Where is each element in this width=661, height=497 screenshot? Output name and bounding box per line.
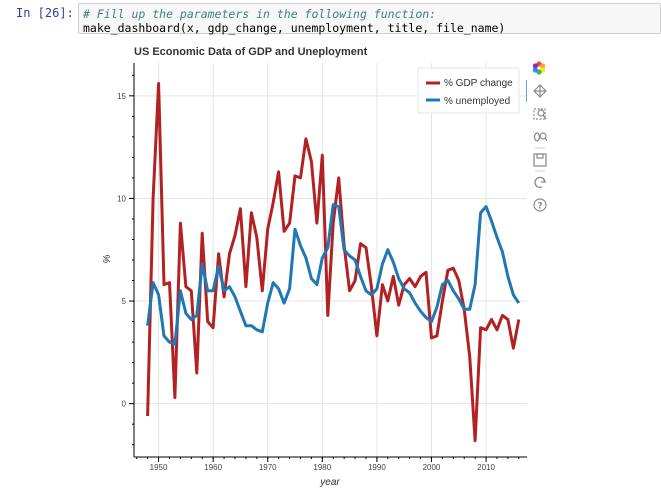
series-line-unemployed bbox=[146, 203, 521, 346]
y-axis-label: % bbox=[102, 254, 113, 263]
chart-title: US Economic Data of GDP and Uneployment bbox=[134, 46, 368, 58]
code-line: make_dashboard(x, gdp_change, unemployme… bbox=[83, 21, 506, 35]
plot-toolbar: ? bbox=[532, 61, 548, 212]
pan-icon[interactable] bbox=[533, 84, 547, 98]
box-zoom-icon[interactable] bbox=[533, 108, 547, 120]
code-cell-input[interactable]: # Fill up the parameters in the followin… bbox=[78, 3, 661, 35]
x-axis-label: year bbox=[319, 477, 340, 488]
x-tick-label: 1980 bbox=[313, 463, 331, 472]
reset-icon[interactable] bbox=[534, 176, 547, 189]
series-line-gdp-change bbox=[146, 82, 521, 443]
wheel-zoom-icon[interactable] bbox=[533, 132, 548, 142]
cell-prompt: In [26]: bbox=[16, 6, 74, 20]
x-tick-label: 2000 bbox=[423, 463, 441, 472]
x-tick-label: 1950 bbox=[150, 463, 168, 472]
bokeh-logo-icon[interactable] bbox=[532, 61, 546, 75]
y-tick-label: 10 bbox=[117, 194, 126, 203]
x-tick-label: 2010 bbox=[477, 463, 495, 472]
series-lines bbox=[146, 82, 521, 443]
legend-box bbox=[417, 67, 520, 114]
y-axis-ticks: 0 5 10 15 bbox=[117, 74, 134, 446]
x-gridlines bbox=[158, 63, 487, 457]
code-comment: # Fill up the parameters in the followin… bbox=[83, 7, 437, 21]
legend-label-gdp[interactable]: % GDP change bbox=[444, 78, 513, 89]
y-tick-label: 15 bbox=[117, 92, 126, 101]
x-axis-ticks: 1950 1960 1970 1980 1990 2000 2010 bbox=[136, 457, 520, 472]
legend[interactable]: % GDP change % unemployed bbox=[417, 67, 520, 114]
active-tool-indicator bbox=[526, 80, 527, 102]
y-tick-label: 0 bbox=[122, 400, 127, 409]
help-icon[interactable]: ? bbox=[533, 198, 547, 212]
legend-label-unemployed[interactable]: % unemployed bbox=[444, 96, 510, 107]
y-tick-label: 5 bbox=[122, 297, 127, 306]
save-icon[interactable] bbox=[533, 153, 547, 167]
x-tick-label: 1960 bbox=[204, 463, 222, 472]
x-tick-label: 1990 bbox=[368, 463, 386, 472]
x-tick-label: 1970 bbox=[259, 463, 277, 472]
svg-text:?: ? bbox=[537, 202, 542, 212]
